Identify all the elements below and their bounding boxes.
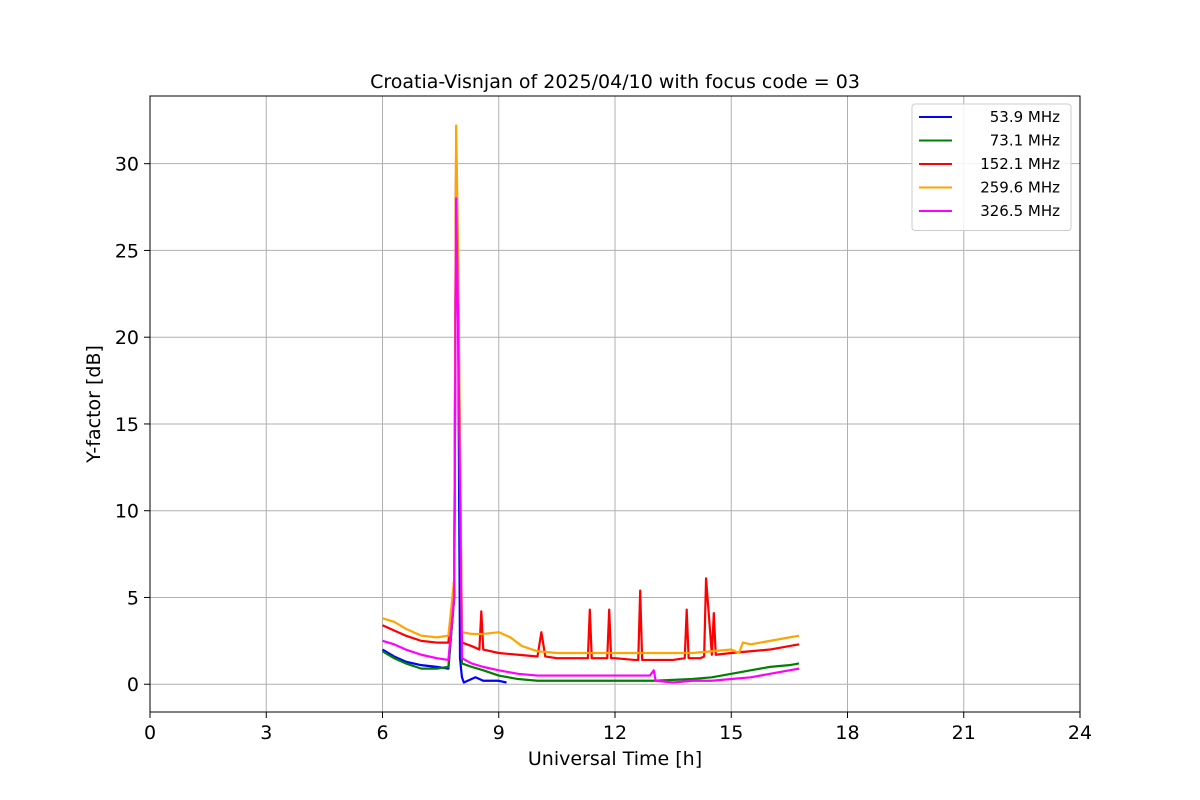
- grid-layer: [149, 96, 1081, 712]
- legend-label-2: 73.1 MHz: [990, 132, 1060, 150]
- x-tick-label: 21: [952, 722, 976, 744]
- tick-layer: 0 3 6 9 12 15 18 21 24 0 5 10 15 20 25 30: [115, 154, 1092, 744]
- chart-title: Croatia-Visnjan of 2025/04/10 with focus…: [370, 71, 860, 93]
- x-tick-label: 12: [603, 722, 627, 744]
- y-tick-label: 0: [127, 674, 139, 696]
- y-tick-label: 10: [115, 501, 139, 523]
- series-line-3: [382, 145, 800, 662]
- legend-label-3: 152.1 MHz: [980, 155, 1060, 173]
- y-tick-label: 25: [115, 240, 139, 262]
- legend-label-4: 259.6 MHz: [980, 179, 1060, 197]
- y-tick-label: 5: [127, 587, 139, 609]
- y-tick-label: 30: [115, 154, 139, 176]
- y-tick-label: 15: [115, 414, 139, 436]
- series-line-4: [382, 124, 800, 655]
- x-tick-label: 9: [493, 722, 505, 744]
- legend: 53.9 MHz 73.1 MHz 152.1 MHz 259.6 MHz 326.5 …: [911, 103, 1072, 231]
- series-line-1: [381, 166, 507, 684]
- x-tick-label: 0: [144, 722, 156, 744]
- series-layer: [381, 124, 800, 684]
- x-tick-label: 18: [835, 722, 859, 744]
- legend-frame: [911, 103, 1072, 231]
- x-tick-label: 3: [260, 722, 272, 744]
- legend-label-5: 326.5 MHz: [980, 202, 1060, 220]
- legend-label-1: 53.9 MHz: [990, 108, 1060, 126]
- x-tick-label: 6: [376, 722, 388, 744]
- x-axis-label: Universal Time [h]: [528, 748, 702, 770]
- series-line-2: [381, 166, 800, 682]
- y-tick-label: 20: [115, 327, 139, 349]
- x-tick-label: 15: [719, 722, 743, 744]
- x-tick-label: 24: [1068, 722, 1092, 744]
- series-line-5: [382, 197, 800, 684]
- y-axis-label: Y-factor [dB]: [83, 345, 105, 464]
